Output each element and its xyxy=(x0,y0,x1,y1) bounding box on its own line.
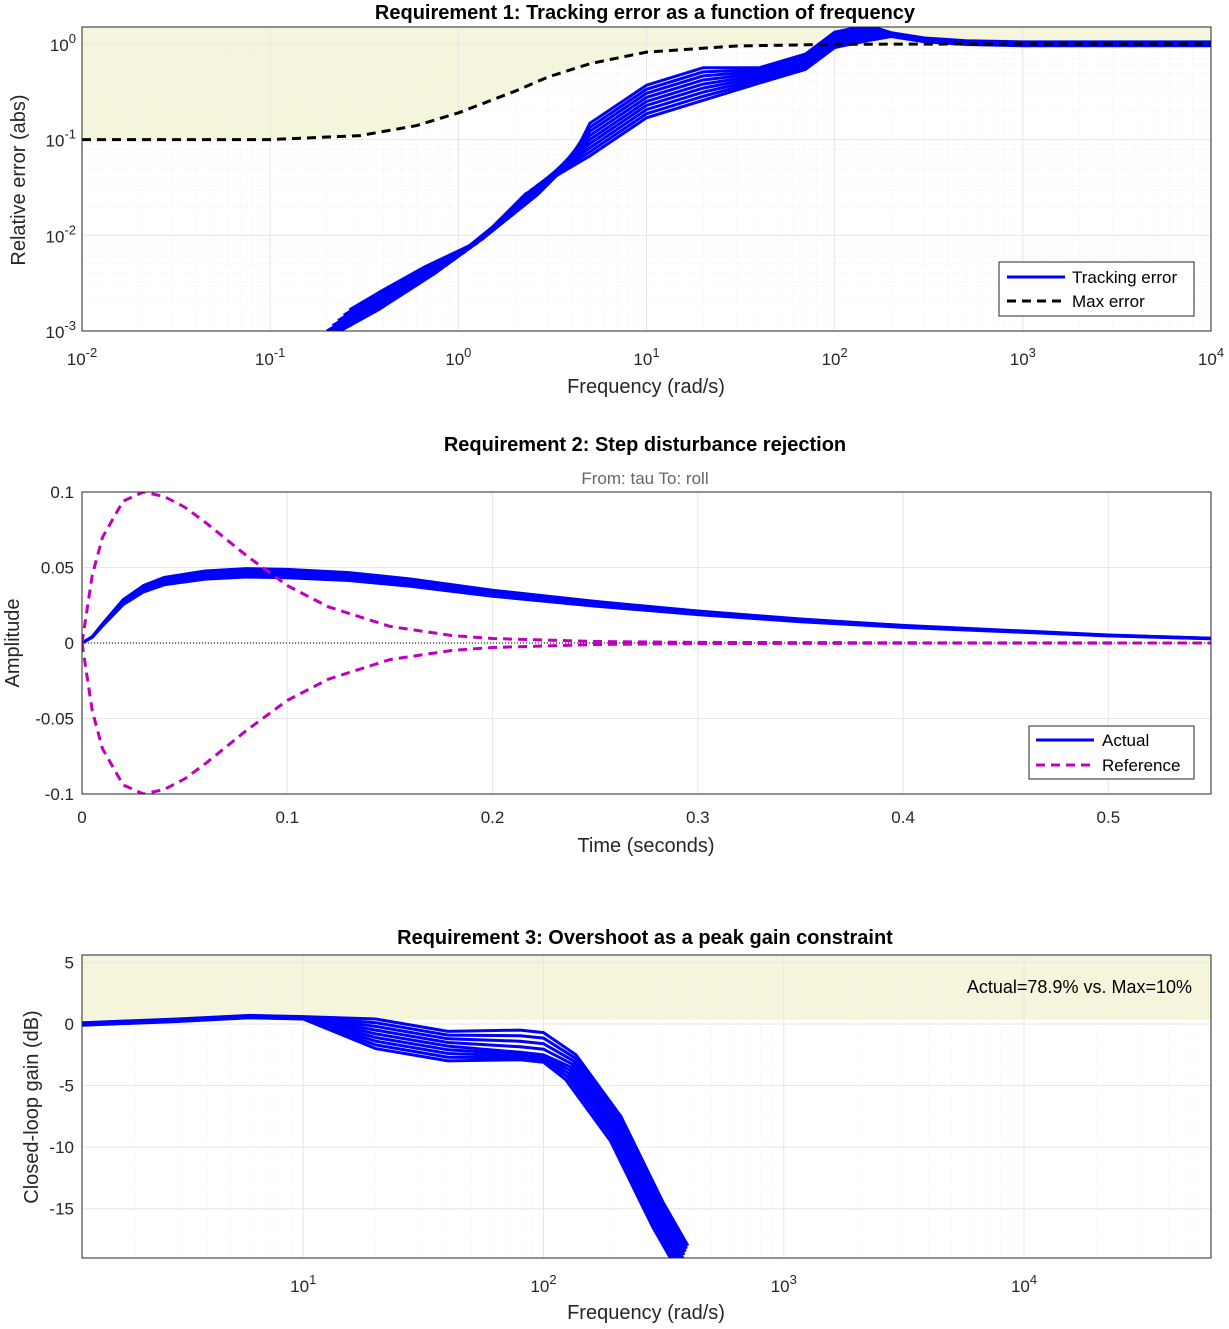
chart1-xtick-label: 100 xyxy=(445,345,471,369)
tracking-error-chart: Requirement 1: Tracking error as a funct… xyxy=(8,2,1224,398)
closed-loop-gain-line xyxy=(82,1013,690,1247)
chart1-xtick-label: 10-2 xyxy=(67,345,97,369)
chart2-ytick-label: -0.05 xyxy=(35,710,74,729)
chart3-xtick-label: 102 xyxy=(530,1272,556,1296)
chart3-title: Requirement 3: Overshoot as a peak gain … xyxy=(397,927,893,949)
chart3-ytick-label: 0 xyxy=(65,1015,74,1034)
reference-envelope-line xyxy=(82,492,1211,645)
chart1-xlabel: Frequency (rad/s) xyxy=(567,376,725,398)
chart1-legend: Tracking error Max error xyxy=(998,261,1195,317)
chart1-xtick-label: 102 xyxy=(822,345,848,369)
chart3-ytick-label: 5 xyxy=(65,953,74,972)
chart2-ytick-label: 0.05 xyxy=(41,559,74,578)
chart3-ytick-label: -15 xyxy=(49,1200,74,1219)
overshoot-chart: Requirement 3: Overshoot as a peak gain … xyxy=(21,927,1212,1324)
chart2-xlabel: Time (seconds) xyxy=(577,835,714,857)
chart3-ylabel: Closed-loop gain (dB) xyxy=(21,1010,43,1203)
tracking-error-line xyxy=(348,27,1211,312)
chart1-xtick-label: 103 xyxy=(1010,345,1036,369)
chart3-xlabel: Frequency (rad/s) xyxy=(567,1302,725,1324)
legend-maxerror-label: Max error xyxy=(1072,292,1145,311)
chart1-xtick-label: 10-1 xyxy=(255,345,285,369)
chart2-subtitle: From: tau To: roll xyxy=(581,469,708,488)
chart2-legend: Actual Reference xyxy=(1028,725,1195,780)
chart1-axes-box xyxy=(81,26,1212,332)
chart2-ytick-label: 0.1 xyxy=(50,483,74,502)
chart1-ylabel: Relative error (abs) xyxy=(8,94,30,265)
chart1-xtick-label: 101 xyxy=(633,345,659,369)
chart2-xtick-label: 0.2 xyxy=(481,808,505,827)
chart2-xtick-label: 0.4 xyxy=(891,808,915,827)
legend-actual-label: Actual xyxy=(1102,731,1149,750)
chart1-title: Requirement 1: Tracking error as a funct… xyxy=(375,2,916,24)
chart3-xtick-label: 104 xyxy=(1011,1272,1037,1296)
chart2-axes-box xyxy=(81,491,1212,795)
chart2-xtick-label: 0 xyxy=(77,808,86,827)
chart3-ytick-label: -10 xyxy=(49,1138,74,1157)
legend-reference-label: Reference xyxy=(1102,756,1180,775)
chart2-ytick-label: -0.1 xyxy=(45,785,74,804)
chart3-violation-region xyxy=(82,955,1211,1020)
chart2-xtick-label: 0.3 xyxy=(686,808,710,827)
reference-envelope-line xyxy=(82,641,1211,794)
chart2-ylabel: Amplitude xyxy=(2,599,24,688)
actual-response-line xyxy=(82,567,1211,645)
disturbance-rejection-chart: Requirement 2: Step disturbance rejectio… xyxy=(2,434,1212,857)
chart3-xtick-label: 103 xyxy=(771,1272,797,1296)
chart3-axes-box xyxy=(81,954,1212,1259)
chart2-ytick-label: 0 xyxy=(65,634,74,653)
chart1-ytick-label: 100 xyxy=(50,31,76,55)
chart1-ytick-label: 10-2 xyxy=(46,222,76,246)
legend-tracking-label: Tracking error xyxy=(1072,268,1178,287)
chart1-xtick-label: 104 xyxy=(1198,345,1224,369)
chart1-violation-region xyxy=(82,27,1211,140)
chart2-xtick-label: 0.1 xyxy=(275,808,299,827)
chart1-ytick-label: 10-3 xyxy=(46,318,76,342)
max-error-line xyxy=(82,42,1211,142)
chart3-ytick-label: -5 xyxy=(59,1077,74,1096)
chart2-xtick-label: 0.5 xyxy=(1097,808,1121,827)
chart3-xtick-label: 101 xyxy=(290,1272,316,1296)
chart2-title: Requirement 2: Step disturbance rejectio… xyxy=(444,434,846,456)
chart3-annotation: Actual=78.9% vs. Max=10% xyxy=(967,977,1192,997)
chart1-ytick-label: 10-1 xyxy=(46,127,76,151)
